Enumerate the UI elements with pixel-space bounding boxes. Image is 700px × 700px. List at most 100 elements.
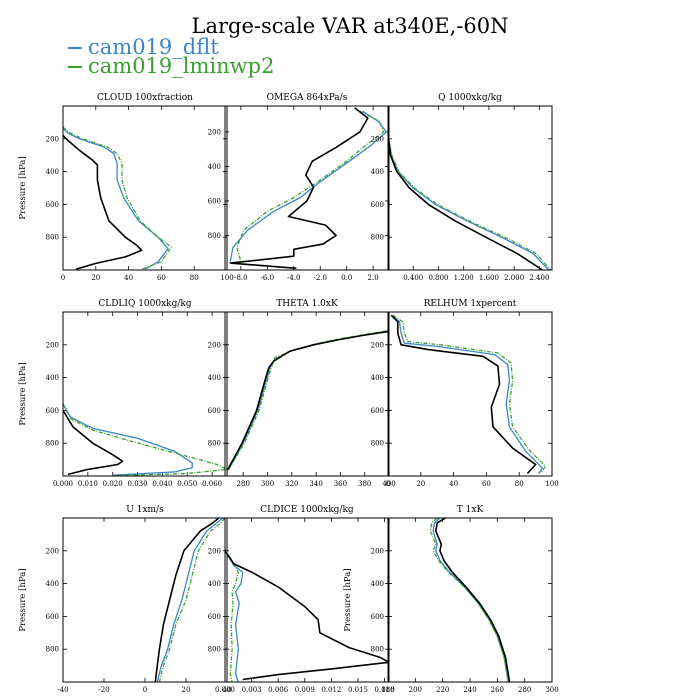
panel-8-series-1 — [225, 550, 244, 682]
panel-7-series-2 — [158, 518, 226, 682]
panel-4-ytick-label: 600 — [46, 407, 59, 415]
panel-9-xtick-label: 200 — [409, 686, 422, 694]
panel-7-title: U 1xm/s — [126, 505, 164, 515]
panel-2-xtick-label: -2.0 — [313, 274, 327, 282]
panel-1-ytick-label: 800 — [46, 234, 59, 242]
panel-1-ytick-label: 600 — [46, 201, 59, 209]
panel-3-series-2 — [388, 138, 552, 270]
panel-9-xtick-label: 240 — [463, 686, 476, 694]
panel-8-title: CLDICE 1000xkg/kg — [260, 505, 354, 515]
panel-2-xtick-label: 2.0 — [368, 274, 379, 282]
legend-entry-dflt: cam019_dflt — [68, 37, 274, 58]
panel-4-series-2 — [63, 403, 227, 476]
panel-8-frame — [224, 517, 390, 683]
panel-5-ytick-label: 200 — [208, 341, 221, 349]
panel-9-ylabel: Pressure [hPa] — [343, 568, 353, 631]
panel-3-ytick-label: 200 — [371, 135, 384, 143]
panel-7-ylabel: Pressure [hPa] — [18, 568, 28, 631]
panel-4-xtick-label: 0.060 — [202, 480, 222, 488]
panel-3-ytick-label: 600 — [371, 201, 384, 209]
panel-9-xtick-label: 180 — [381, 686, 394, 694]
panel-4-series-3 — [63, 409, 124, 476]
panel-9-title: T 1xK — [457, 505, 484, 515]
panel-5-xtick-label: 340 — [309, 480, 322, 488]
panel-7-xtick-label: 0 — [143, 686, 147, 694]
panel-1-xtick-label: 100 — [220, 274, 233, 282]
panel-9-xtick-label: 300 — [545, 686, 558, 694]
panel-6-xtick-label: 100 — [545, 480, 558, 488]
panel-2-ytick-label: 200 — [208, 128, 221, 136]
panel-4-xtick-label: 0.050 — [177, 480, 197, 488]
panel-9-xtick-label: 220 — [436, 686, 449, 694]
panel-1-series-2 — [63, 126, 172, 270]
panel-8-xtick-label: 0.018 — [375, 686, 395, 694]
panel-4-xtick-label: 0.020 — [103, 480, 123, 488]
panel-7-ytick-label: 600 — [46, 613, 59, 621]
panel-2-xtick-label: -6.0 — [261, 274, 275, 282]
panel-6-xtick-label: 60 — [482, 480, 491, 488]
panel-8-xtick-label: 0.000 — [215, 686, 235, 694]
panel-5-xtick-label: 380 — [358, 480, 371, 488]
panel-5-xtick-label: 400 — [382, 480, 395, 488]
panel-4-ytick-label: 200 — [46, 341, 59, 349]
panel-6-ytick-label: 200 — [371, 341, 384, 349]
panel-3-ytick-label: 800 — [371, 234, 384, 242]
panel-7-ytick-label: 800 — [46, 646, 59, 654]
panel-1-series-3 — [63, 134, 143, 270]
panel-6-xtick-label: 20 — [416, 480, 425, 488]
panel-9-frame — [387, 517, 553, 683]
panel-3-frame — [387, 105, 553, 271]
panel-6-series-2 — [392, 314, 547, 474]
panel-4-ylabel: Pressure [hPa] — [18, 362, 28, 425]
panel-1-xtick-label: 80 — [190, 274, 199, 282]
panel-2-ytick-label: 400 — [208, 163, 221, 171]
panel-9-ytick-label: 400 — [371, 580, 384, 588]
panel-4-title: CLDLIQ 1000xkg/kg — [98, 299, 192, 309]
panel-4-frame — [62, 311, 228, 477]
panel-7-xtick-label: -20 — [98, 686, 109, 694]
panel-1-xtick-label: 20 — [91, 274, 100, 282]
panel-4-ytick-label: 800 — [46, 440, 59, 448]
panel-1-xtick-label: 60 — [157, 274, 166, 282]
legend: cam019_dflt cam019_lminwp2 — [68, 37, 275, 78]
legend-label-lminwp2: cam019_lminwp2 — [88, 54, 275, 78]
panel-4-xtick-label: 0.000 — [53, 480, 73, 488]
panel-9-ytick-label: 800 — [371, 646, 384, 654]
panel-5-ytick-label: 600 — [208, 407, 221, 415]
panel-2-xtick-label: -4.0 — [287, 274, 301, 282]
panel-5-series-2 — [228, 329, 389, 470]
panel-6-ytick-label: 600 — [371, 407, 384, 415]
figure-title: Large-scale VAR at340E,-60N — [191, 14, 509, 38]
panel-4-series-1 — [63, 403, 193, 476]
panel-6-series-3 — [390, 314, 537, 475]
legend-swatch-dflt — [68, 46, 82, 49]
panel-6-series-1 — [390, 314, 543, 474]
panel-3-series-3 — [388, 138, 543, 270]
panel-6-ytick-label: 400 — [371, 374, 384, 382]
panel-8-xtick-label: 0.012 — [321, 686, 341, 694]
panel-1-xtick-label: 0 — [61, 274, 65, 282]
panel-8-xtick-label: 0.009 — [295, 686, 315, 694]
panel-8-ytick-label: 400 — [208, 580, 221, 588]
panel-6-frame — [387, 311, 553, 477]
panel-9-ytick-label: 200 — [371, 547, 384, 555]
panel-6-xtick-label: 40 — [449, 480, 458, 488]
panel-3-xtick-label: 0.400 — [403, 274, 423, 282]
panel-8-series-3 — [225, 550, 389, 681]
panel-8-xtick-label: 0.003 — [242, 686, 262, 694]
panel-7-xtick-label: 20 — [182, 686, 191, 694]
legend-entry-lminwp2: cam019_lminwp2 — [68, 54, 275, 78]
panel-2-series-1 — [229, 110, 388, 262]
panel-5-frame — [224, 311, 390, 477]
panel-9-ytick-label: 600 — [371, 613, 384, 621]
panel-2-ytick-label: 800 — [208, 232, 221, 240]
panel-3-series-1 — [388, 138, 550, 270]
panel-1-frame — [62, 105, 228, 271]
panel-2-series-3 — [229, 107, 369, 270]
panel-5-xtick-label: 300 — [261, 480, 274, 488]
panel-5-ytick-label: 400 — [208, 374, 221, 382]
panel-5-title: THETA 1.0xK — [276, 299, 338, 309]
panel-8-ytick-label: 800 — [208, 646, 221, 654]
panel-7-ytick-label: 400 — [46, 580, 59, 588]
panel-3-title: Q 1000xkg/kg — [438, 93, 502, 103]
